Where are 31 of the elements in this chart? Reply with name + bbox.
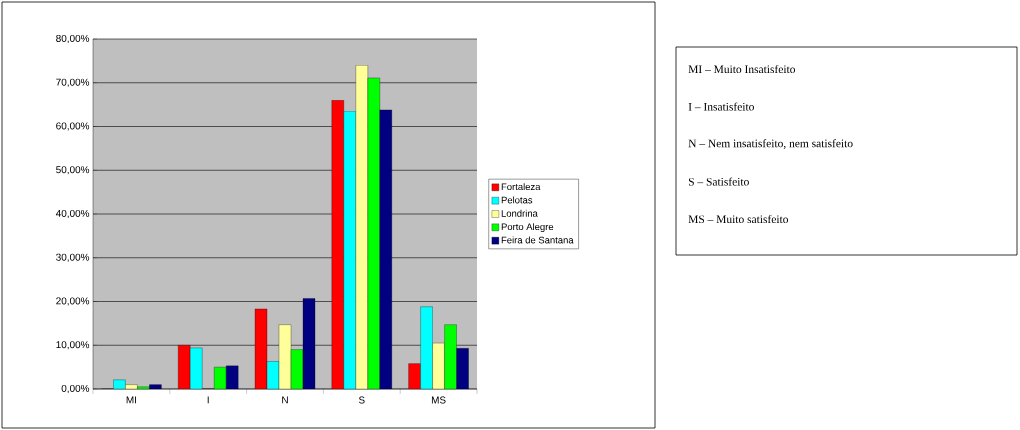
legend-label: Feira de Santana xyxy=(501,236,574,244)
text: MI – Muito Insatisfeito xyxy=(688,64,796,74)
bar xyxy=(343,111,356,389)
x-tick-label: N xyxy=(282,396,288,404)
x-tick-label: I xyxy=(207,396,209,404)
text: MS – Muito satisfeito xyxy=(688,214,789,224)
text: I – Insatisfeito xyxy=(688,102,754,111)
y-tick-label: 10,00% xyxy=(56,341,90,350)
text: S – Satisfeito xyxy=(688,177,749,186)
legend-label: Porto Alegre xyxy=(501,223,554,232)
y-tick-label: 0,00% xyxy=(61,384,90,394)
x-tick-label: S xyxy=(358,396,365,404)
bar xyxy=(444,324,457,389)
bar xyxy=(420,306,433,389)
legend-label: Fortaleza xyxy=(501,183,541,191)
legend-label: Londrina xyxy=(501,209,538,217)
y-tick-label: 80,00% xyxy=(56,34,90,44)
y-tick-label: 40,00% xyxy=(55,209,90,219)
bar xyxy=(331,100,344,389)
bar xyxy=(367,77,380,389)
bar xyxy=(379,109,392,389)
text: N – Nem insatisfeito, nem satisfeito xyxy=(688,139,853,149)
y-tick-label: 50,00% xyxy=(56,166,90,175)
bar xyxy=(355,65,368,389)
legend-label: Pelotas xyxy=(501,196,533,204)
x-tick-label: MI xyxy=(126,396,137,404)
y-tick-label: 20,00% xyxy=(56,297,90,306)
y-tick-label: 60,00% xyxy=(56,122,90,131)
y-tick-label: 30,00% xyxy=(56,253,90,262)
x-tick-label: MS xyxy=(431,396,446,404)
y-tick-label: 70,00% xyxy=(56,78,90,87)
